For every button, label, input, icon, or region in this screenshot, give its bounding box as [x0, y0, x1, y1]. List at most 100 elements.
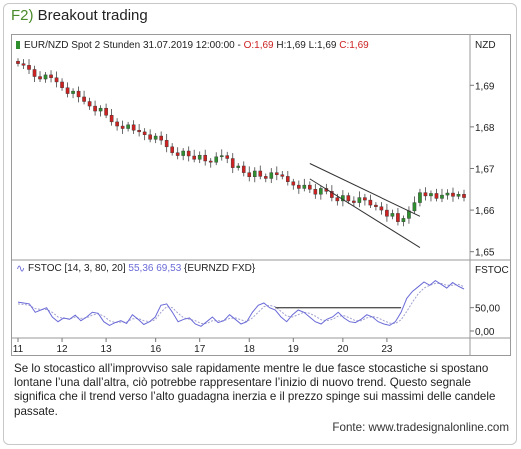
candle-body [38, 76, 42, 80]
candle-body [274, 172, 279, 175]
candle-body [219, 155, 224, 158]
candle-body [434, 193, 439, 199]
candle-body [302, 184, 307, 189]
chart-svg: EUR/NZD Spot 2 Stunden 31.07.2019 12:00:… [12, 35, 510, 355]
stoch-header-icon: ∿ [16, 263, 25, 275]
stoch-header-value2: 69,53 [156, 263, 184, 274]
candle-body [65, 87, 70, 94]
candle-body [43, 74, 48, 80]
figure-tag: F2) [11, 7, 34, 24]
candle-body [385, 209, 389, 217]
candle-body [16, 60, 20, 64]
candle-body [258, 170, 263, 177]
candle-body [390, 213, 395, 217]
candle-body [368, 199, 373, 206]
candle-body [357, 197, 362, 203]
candle-body [451, 192, 455, 197]
x-tick-label: 18 [244, 344, 256, 355]
candle-body [109, 115, 114, 123]
candle-body [252, 170, 257, 177]
candle-body [32, 69, 37, 77]
candle-body [175, 152, 180, 156]
candle-body [208, 160, 213, 163]
candle-body [142, 131, 147, 135]
candle-body [297, 184, 301, 189]
candle-body [225, 155, 230, 159]
candle-body [401, 218, 406, 222]
figure-caption: Se lo stocastico all’improvviso sale rap… [14, 362, 496, 418]
candle-body [445, 192, 450, 196]
x-tick-label: 11 [13, 344, 24, 355]
candle-body [186, 150, 191, 157]
candle-body [98, 107, 103, 112]
stoch-header-symbol: {EURNZD FXD} [184, 263, 256, 274]
candle-body [346, 195, 351, 202]
x-tick-label: 23 [381, 344, 393, 355]
candle-body [131, 124, 136, 131]
candle-body [148, 134, 152, 140]
stoch-y-tick-label: 0,00 [475, 327, 495, 338]
candle-body [440, 194, 444, 199]
x-tick-label: 13 [101, 344, 113, 355]
candle-body [120, 125, 125, 129]
stoch-unit-label: FSTOC [475, 265, 509, 276]
stoch-y-tick-label: 50,00 [475, 304, 500, 315]
candle-body [159, 135, 163, 141]
channel-lower-line [309, 178, 421, 248]
price-y-tick-label: 1,67 [475, 164, 495, 175]
candle-body [286, 176, 290, 182]
figure-title-text: Breakout trading [37, 7, 148, 24]
x-tick-label: 12 [56, 344, 68, 355]
candle-body [263, 176, 268, 179]
price-unit-label: NZD [475, 40, 496, 51]
price-y-tick-label: 1,66 [475, 206, 495, 217]
price-header: EUR/NZD Spot 2 Stunden 31.07.2019 12:00:… [24, 40, 369, 51]
price-header-open: O:1,69 [244, 40, 277, 51]
candle-body [313, 189, 318, 195]
price-header-prefix: - [237, 40, 243, 51]
candle-body [181, 150, 185, 156]
figure-title: F2) Breakout trading [11, 7, 148, 24]
candle-body [374, 204, 378, 207]
candle-body [230, 158, 235, 168]
candle-body [280, 174, 285, 177]
channel-upper-line [309, 163, 421, 217]
candle-body [49, 74, 53, 78]
stoch-slow-line [17, 282, 465, 325]
x-tick-label: 17 [194, 344, 206, 355]
candle-body [60, 81, 64, 88]
candle-body [456, 194, 461, 197]
candle-body [170, 146, 174, 153]
candle-body [352, 200, 356, 203]
candle-body [192, 155, 196, 160]
price-header-candle-icon [16, 41, 20, 49]
candle-body [137, 130, 141, 133]
candle-body [308, 184, 312, 190]
candle-body [247, 172, 252, 177]
candle-body [462, 194, 466, 198]
candle-body [291, 181, 296, 186]
candle-body [269, 172, 274, 179]
price-header-datetime: 31.07.2019 12:00:00 [143, 40, 238, 51]
candle-body [21, 63, 26, 66]
candle-body [236, 165, 241, 168]
candle-body [423, 192, 428, 197]
candle-body [164, 139, 169, 148]
candle-body [87, 101, 92, 107]
candle-body [76, 90, 81, 98]
candle-body [71, 90, 75, 94]
candle-body [82, 96, 86, 102]
candle-body [335, 197, 340, 202]
x-tick-label: 16 [150, 344, 162, 355]
price-header-low: L:1,69 [309, 40, 340, 51]
candle-body [104, 107, 108, 116]
price-header-high: H:1,69 [276, 40, 308, 51]
candle-body [418, 192, 422, 203]
x-tick-label: 19 [288, 344, 300, 355]
price-y-tick-label: 1,65 [475, 248, 495, 259]
chart-frame: EUR/NZD Spot 2 Stunden 31.07.2019 12:00:… [11, 34, 511, 356]
candle-body [27, 65, 31, 70]
x-tick-label: 20 [337, 344, 349, 355]
candle-body [126, 124, 130, 129]
stoch-header-value1: 55,36 [128, 263, 156, 274]
